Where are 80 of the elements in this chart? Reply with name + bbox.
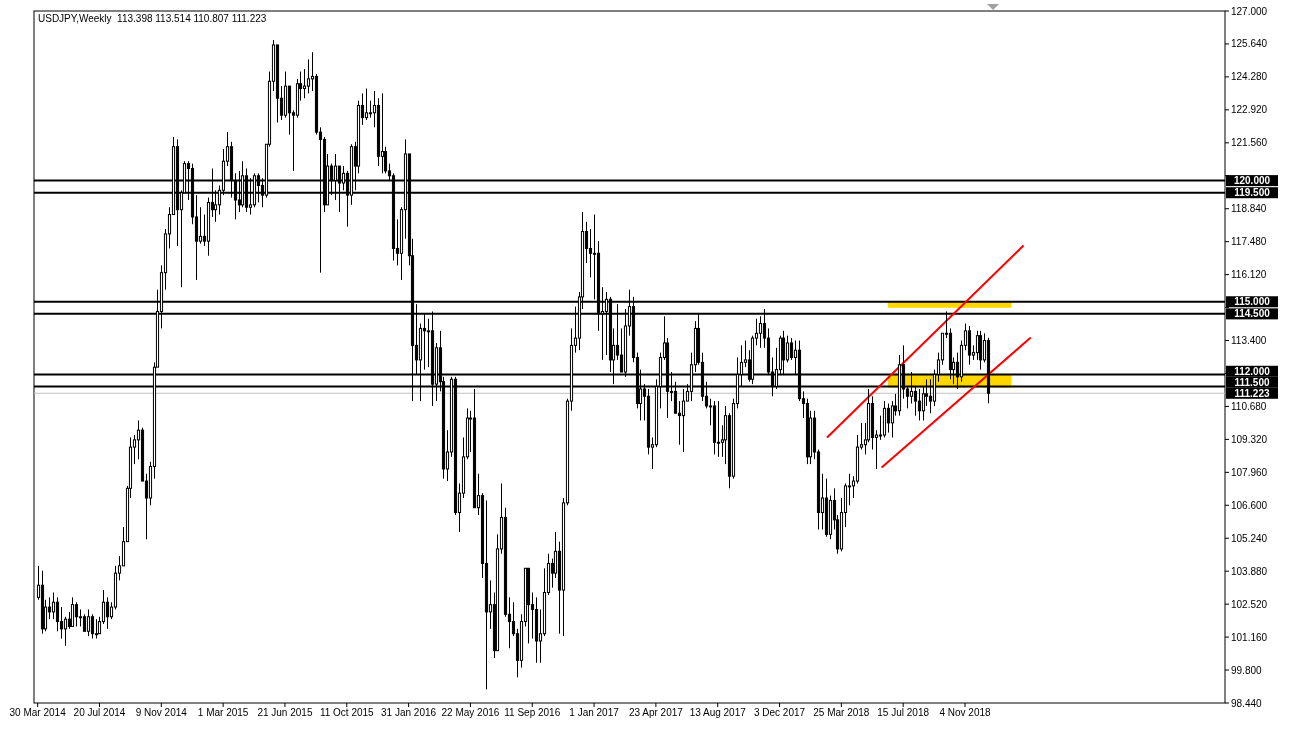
x-tick-label: 15 Jul 2018	[877, 707, 930, 718]
ref-line-label: 119.500	[1234, 187, 1271, 199]
candlestick	[978, 330, 983, 371]
x-tick-label: 1 Mar 2015	[197, 707, 249, 718]
x-tick-label: 11 Sep 2016	[504, 707, 561, 718]
candlestick	[364, 88, 369, 121]
candlestick	[789, 337, 794, 361]
candlestick	[886, 403, 891, 434]
y-tick-label: 124.280	[1231, 71, 1268, 83]
y-tick-label: 116.120	[1231, 269, 1267, 281]
candlestick	[82, 613, 87, 632]
x-tick-label: 11 Oct 2015	[319, 707, 375, 718]
y-tick-label: 103.880	[1231, 565, 1268, 577]
y-tick-label: 102.520	[1231, 598, 1268, 610]
candlestick	[314, 73, 319, 136]
y-tick-label: 125.640	[1231, 38, 1268, 50]
x-tick-label: 23 Apr 2017	[628, 707, 684, 718]
x-tick-label: 13 Aug 2017	[689, 707, 747, 718]
candlestick	[74, 601, 79, 627]
candlestick	[55, 596, 60, 632]
candlestick	[967, 325, 972, 366]
y-tick-label: 122.920	[1231, 104, 1268, 116]
x-tick-label: 22 May 2016	[441, 707, 500, 718]
x-tick-label: 9 Nov 2014	[135, 707, 188, 718]
candlestick	[70, 596, 75, 627]
candlestick	[105, 596, 110, 630]
y-tick-label: 98.440	[1231, 697, 1263, 709]
candlestick	[283, 71, 288, 119]
ref-line-label: 111.223	[1234, 387, 1270, 399]
candlestick	[206, 197, 211, 257]
chart-title: USDJPY,Weekly 113.398 113.514 110.807 111.223	[38, 13, 267, 24]
candlestick	[275, 44, 280, 123]
y-tick-label: 109.320	[1231, 433, 1268, 445]
candlestick	[484, 499, 489, 690]
candlestick	[90, 613, 95, 640]
candlestick	[855, 434, 860, 484]
ref-line-label: 111.500	[1234, 376, 1270, 388]
x-tick-label: 20 Jul 2014	[73, 707, 126, 718]
candlestick	[785, 335, 790, 363]
ref-line-label: 115.000	[1234, 296, 1271, 308]
candlestick	[828, 495, 833, 540]
y-tick-label: 105.240	[1231, 532, 1268, 544]
candlestick	[376, 97, 381, 167]
candlestick	[534, 596, 539, 664]
candlestick	[588, 228, 593, 279]
candlestick	[503, 507, 508, 618]
y-tick-label: 121.560	[1231, 137, 1268, 149]
x-tick-label: 25 Mar 2018	[813, 707, 870, 718]
candlestick	[302, 68, 307, 99]
candlestick	[40, 570, 45, 635]
y-tick-label: 110.680	[1231, 400, 1267, 412]
y-tick-label: 99.800	[1231, 664, 1263, 676]
candlestick	[306, 58, 311, 94]
candlestick	[870, 395, 875, 451]
candlestick	[59, 606, 64, 640]
ref-line-label: 114.500	[1234, 308, 1271, 320]
candlestick	[51, 592, 56, 620]
candlestick	[198, 206, 203, 245]
x-tick-label: 30 Mar 2014	[9, 707, 67, 718]
x-tick-label: 4 Nov 2018	[939, 707, 992, 718]
candlestick	[380, 92, 385, 174]
candlestick	[63, 616, 68, 647]
y-tick-label: 117.480	[1231, 236, 1267, 248]
y-tick-label: 101.160	[1231, 631, 1268, 643]
candlestick	[805, 398, 810, 465]
candlestick	[882, 400, 887, 438]
y-tick-label: 113.400	[1231, 335, 1267, 347]
ref-line-label: 120.000	[1233, 175, 1271, 187]
ref-line-label: 112.000	[1234, 365, 1271, 377]
x-tick-label: 21 Jun 2015	[257, 707, 313, 718]
x-tick-label: 1 Jan 2017	[569, 707, 620, 718]
y-tick-label: 118.840	[1231, 203, 1267, 215]
x-tick-label: 31 Jan 2016	[381, 707, 437, 718]
y-tick-label: 107.960	[1231, 466, 1268, 478]
y-tick-label: 127.000	[1231, 5, 1268, 17]
candlestick	[712, 400, 717, 455]
y-tick-label: 106.600	[1231, 499, 1268, 511]
candlestick	[86, 608, 91, 637]
candlestick	[824, 478, 829, 538]
x-tick-label: 3 Dec 2017	[753, 707, 806, 718]
